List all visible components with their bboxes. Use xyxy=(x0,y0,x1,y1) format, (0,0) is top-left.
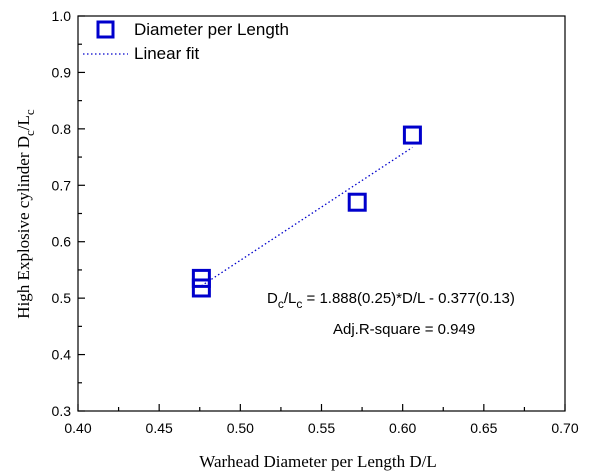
y-tick-label: 0.7 xyxy=(52,177,72,193)
eq-mid: /L xyxy=(284,290,297,307)
fit-equation: Dc/Lc = 1.888(0.25)*D/L - 0.377(0.13) xyxy=(267,290,515,311)
legend-label-diameter: Diameter per Length xyxy=(134,20,289,39)
y-tick-label: 0.8 xyxy=(52,121,72,137)
legend-label-fit: Linear fit xyxy=(134,44,199,63)
x-tick-label: 0.70 xyxy=(551,420,578,436)
axis-ticks xyxy=(77,15,566,412)
x-tick-label: 0.45 xyxy=(146,420,173,436)
y-title-sub1: c xyxy=(22,130,37,136)
data-points xyxy=(191,125,422,298)
y-title-mid: /L xyxy=(14,115,33,130)
x-tick-label: 0.40 xyxy=(64,420,91,436)
plot-frame xyxy=(77,15,566,412)
x-tick-label: 0.65 xyxy=(470,420,497,436)
legend-marker-square xyxy=(96,20,115,39)
eq-rest: = 1.888(0.25)*D/L - 0.377(0.13) xyxy=(302,290,515,307)
legend: Diameter per Length Linear fit xyxy=(83,20,289,63)
y-axis-title: High Explosive cylinder Dc/Lc xyxy=(14,109,37,319)
y-tick-label: 0.3 xyxy=(52,403,72,419)
data-point xyxy=(191,278,211,298)
y-tick-label: 1.0 xyxy=(52,8,72,24)
r-square-label: Adj.R-square = 0.949 xyxy=(333,321,475,338)
eq-sub2: c xyxy=(296,297,302,311)
data-point xyxy=(402,125,422,145)
x-tick-label: 0.55 xyxy=(308,420,335,436)
x-tick-label: 0.60 xyxy=(389,420,416,436)
y-tick-label: 0.4 xyxy=(52,347,72,363)
y-tick-label: 0.6 xyxy=(52,234,72,250)
eq-d: D xyxy=(267,290,278,307)
data-point xyxy=(347,192,367,212)
y-title-main: High Explosive cylinder D xyxy=(14,136,33,319)
y-tick-label: 0.5 xyxy=(52,290,72,306)
linear-fit-line xyxy=(201,146,413,287)
data-point xyxy=(191,268,211,288)
x-axis-title: Warhead Diameter per Length D/L xyxy=(199,452,436,471)
x-tick-label: 0.50 xyxy=(227,420,254,436)
y-tick-labels: 0.3 0.4 0.5 0.6 0.7 0.8 0.9 1.0 xyxy=(52,8,72,419)
x-tick-labels: 0.40 0.45 0.50 0.55 0.60 0.65 0.70 xyxy=(64,420,578,436)
y-title-sub2: c xyxy=(22,109,37,115)
eq-sub1: c xyxy=(278,297,284,311)
y-tick-label: 0.9 xyxy=(52,64,72,80)
